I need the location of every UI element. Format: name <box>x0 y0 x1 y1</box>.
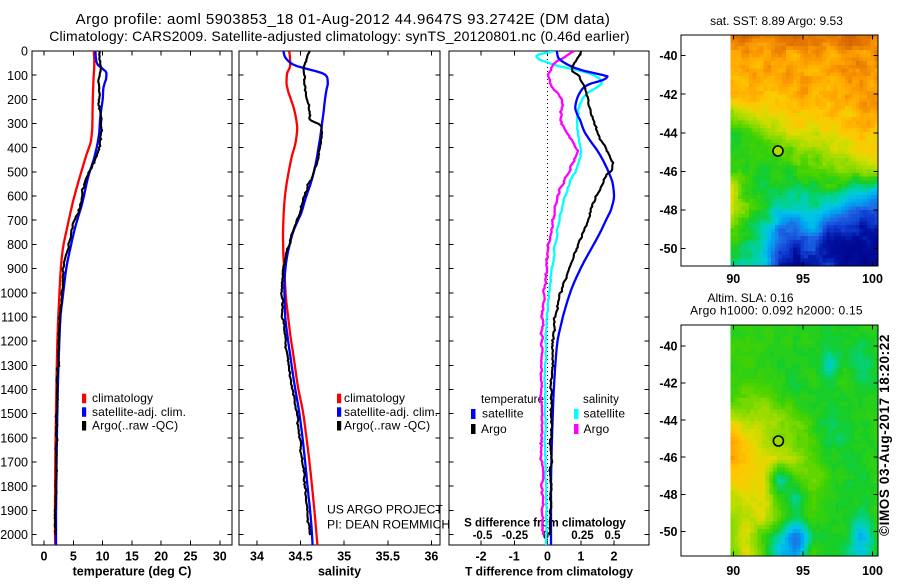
svg-text:S difference from climatology: S difference from climatology <box>464 518 626 530</box>
svg-text:35: 35 <box>337 550 351 564</box>
svg-text:20: 20 <box>154 550 168 564</box>
svg-text:900: 900 <box>7 262 28 276</box>
svg-text:34: 34 <box>250 550 264 564</box>
svg-text:T difference from climatology: T difference from climatology <box>465 565 633 579</box>
svg-text:1800: 1800 <box>0 480 28 494</box>
svg-text:-1: -1 <box>509 550 520 564</box>
svg-text:1200: 1200 <box>0 335 28 349</box>
svg-text:600: 600 <box>7 190 28 204</box>
svg-text:©IMOS 03-Aug-2017 18:20:22: ©IMOS 03-Aug-2017 18:20:22 <box>877 334 892 536</box>
svg-text:0: 0 <box>21 45 28 59</box>
svg-text:1300: 1300 <box>0 359 28 373</box>
svg-text:25: 25 <box>184 550 198 564</box>
svg-text:Argo(..raw -QC): Argo(..raw -QC) <box>92 419 178 433</box>
svg-text:satellite: satellite <box>482 407 524 421</box>
svg-text:temperature (deg C): temperature (deg C) <box>73 565 192 579</box>
svg-text:sat. SST: 8.89 Argo: 9.53: sat. SST: 8.89 Argo: 9.53 <box>710 14 843 28</box>
svg-text:Argo(..raw -QC): Argo(..raw -QC) <box>344 419 430 433</box>
svg-text:Climatology: CARS2009. Satelli: Climatology: CARS2009. Satellite-adjuste… <box>49 28 630 44</box>
svg-text:2000: 2000 <box>0 528 28 542</box>
svg-text:95: 95 <box>796 272 810 286</box>
svg-text:satellite-adj. clim.: satellite-adj. clim. <box>92 405 186 419</box>
svg-text:-50: -50 <box>659 242 677 256</box>
svg-text:-0.5: -0.5 <box>473 530 493 542</box>
svg-text:35.5: 35.5 <box>376 550 400 564</box>
svg-text:700: 700 <box>7 214 28 228</box>
svg-text:1700: 1700 <box>0 456 28 470</box>
svg-text:2: 2 <box>611 550 618 564</box>
svg-text:300: 300 <box>7 117 28 131</box>
svg-text:5: 5 <box>70 550 77 564</box>
svg-text:-44: -44 <box>659 126 677 140</box>
svg-text:Argo profile: aoml 5903853_18: Argo profile: aoml 5903853_18 01-Aug-201… <box>76 11 611 28</box>
svg-text:1500: 1500 <box>0 407 28 421</box>
svg-text:90: 90 <box>726 564 740 578</box>
svg-text:climatology: climatology <box>92 391 153 405</box>
svg-text:400: 400 <box>7 141 28 155</box>
svg-text:Argo h1000: 0.092 h2000: 0.15: Argo h1000: 0.092 h2000: 0.15 <box>690 304 863 318</box>
svg-text:-40: -40 <box>659 340 677 354</box>
svg-text:800: 800 <box>7 238 28 252</box>
svg-text:1600: 1600 <box>0 431 28 445</box>
svg-text:100: 100 <box>7 69 28 83</box>
svg-text:-48: -48 <box>659 204 677 218</box>
svg-text:-40: -40 <box>659 49 677 63</box>
svg-text:95: 95 <box>796 564 810 578</box>
svg-text:90: 90 <box>726 272 740 286</box>
svg-text:1400: 1400 <box>0 383 28 397</box>
svg-text:1: 1 <box>577 550 584 564</box>
svg-text:0.25: 0.25 <box>571 530 594 542</box>
svg-text:-48: -48 <box>659 488 677 502</box>
svg-text:-0.25: -0.25 <box>502 530 529 542</box>
svg-text:PI: DEAN ROEMMICH: PI: DEAN ROEMMICH <box>327 518 450 532</box>
svg-text:0: 0 <box>41 550 48 564</box>
svg-text:Argo: Argo <box>481 422 507 436</box>
svg-text:-44: -44 <box>659 414 677 428</box>
svg-text:salinity: salinity <box>318 565 361 579</box>
svg-text:-50: -50 <box>659 525 677 539</box>
svg-text:34.5: 34.5 <box>288 550 312 564</box>
svg-text:30: 30 <box>213 550 227 564</box>
svg-text:0.5: 0.5 <box>605 530 622 542</box>
svg-text:salinity: salinity <box>583 394 619 406</box>
svg-text:satellite-adj. clim.: satellite-adj. clim. <box>344 405 438 419</box>
svg-text:100: 100 <box>862 564 883 578</box>
svg-text:US ARGO PROJECT: US ARGO PROJECT <box>327 503 443 517</box>
svg-text:100: 100 <box>862 272 883 286</box>
svg-text:climatology: climatology <box>344 391 405 405</box>
svg-text:1900: 1900 <box>0 504 28 518</box>
svg-text:-42: -42 <box>659 377 677 391</box>
svg-text:1100: 1100 <box>1 311 28 325</box>
svg-text:satellite: satellite <box>584 407 626 421</box>
svg-text:-46: -46 <box>659 165 677 179</box>
svg-text:temperature:: temperature: <box>481 394 547 406</box>
svg-text:Altim. SLA: 0.16: Altim. SLA: 0.16 <box>707 291 793 305</box>
svg-text:36: 36 <box>424 550 438 564</box>
svg-text:10: 10 <box>96 550 110 564</box>
svg-text:0: 0 <box>544 550 551 564</box>
svg-text:Argo: Argo <box>584 422 610 436</box>
svg-text:500: 500 <box>7 166 28 180</box>
svg-text:200: 200 <box>7 93 28 107</box>
svg-text:-46: -46 <box>659 451 677 465</box>
svg-text:15: 15 <box>125 550 139 564</box>
svg-text:-2: -2 <box>475 550 486 564</box>
svg-text:-42: -42 <box>659 88 677 102</box>
svg-text:1000: 1000 <box>0 286 28 300</box>
